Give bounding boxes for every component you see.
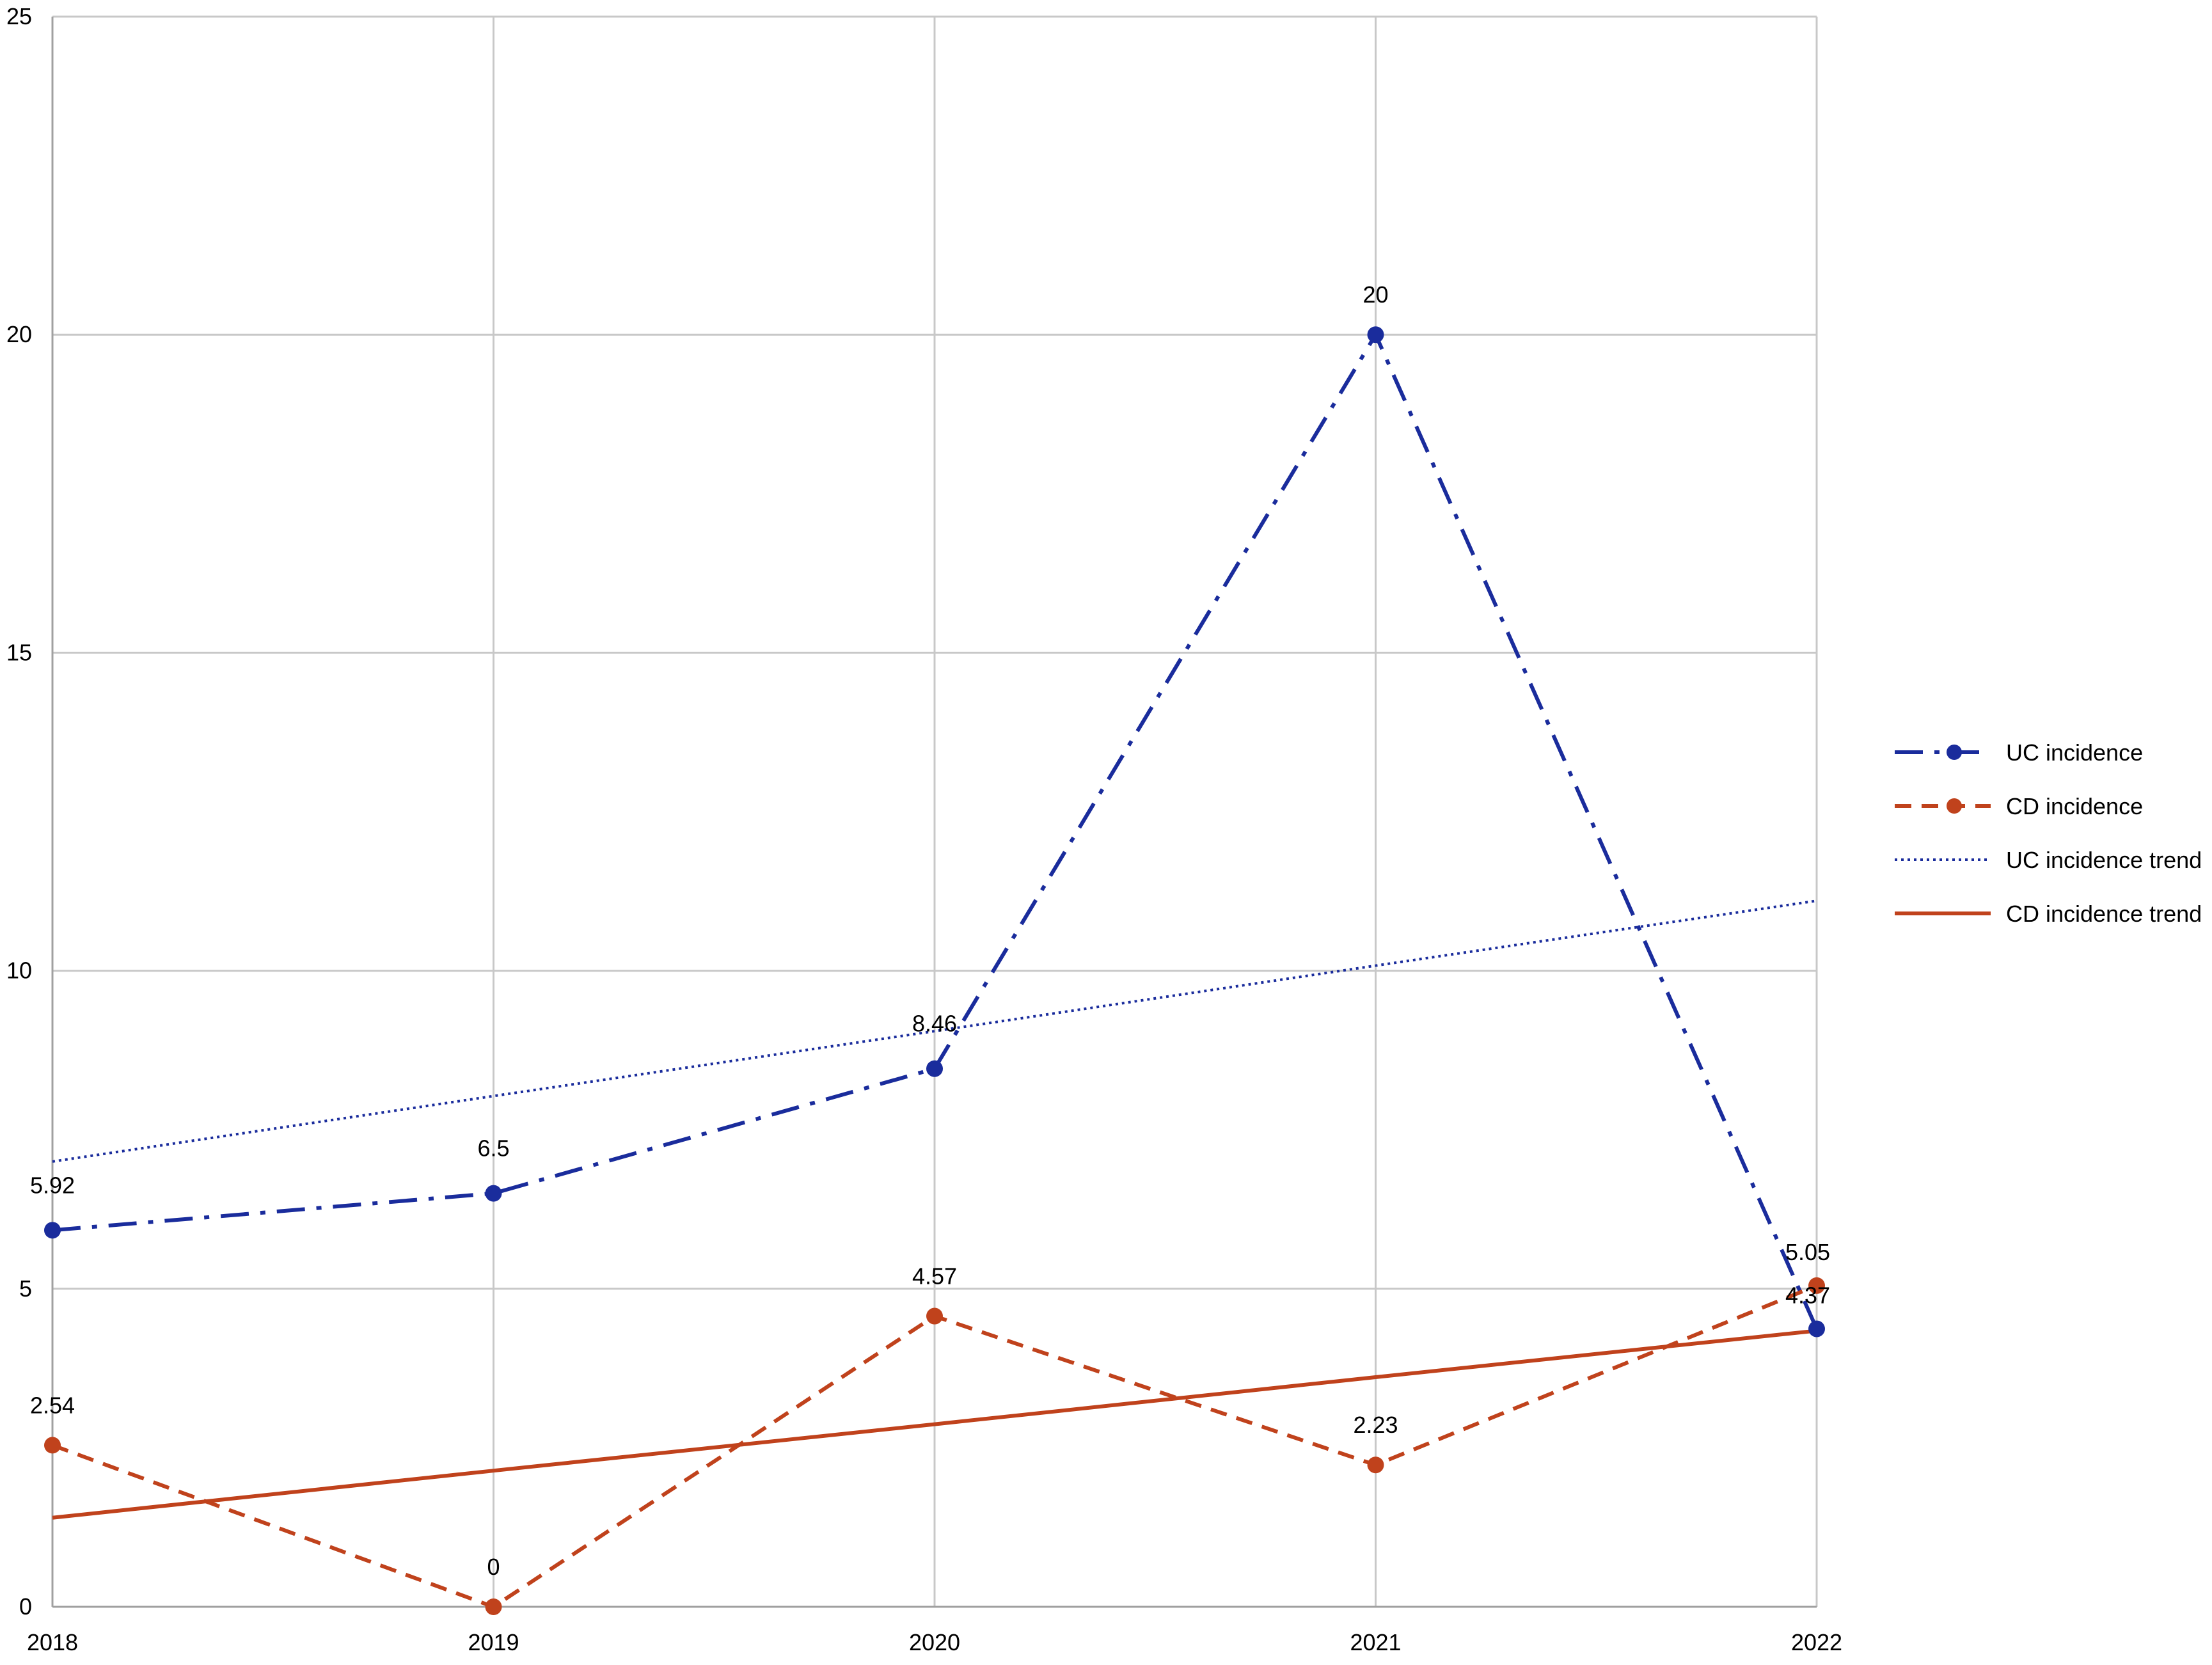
data-label-cd-incidence: 4.57	[912, 1263, 957, 1290]
data-point-uc-incidence	[1808, 1320, 1825, 1338]
data-label-uc-incidence: 8.46	[912, 1011, 957, 1037]
legend-marker-cd-incidence	[1947, 798, 1962, 814]
axes	[51, 17, 1817, 1608]
legend-marker-uc-incidence	[1947, 745, 1962, 760]
data-point-cd-incidence	[1808, 1277, 1825, 1294]
y-tick-label: 0	[19, 1593, 32, 1620]
data-label-uc-incidence: 20	[1363, 281, 1388, 308]
grid	[51, 15, 1818, 1608]
data-point-cd-incidence	[485, 1598, 502, 1615]
legend-label-cd-incidence-trend: CD incidence trend	[2006, 901, 2202, 927]
data-labels: 5.92 6.5 8.46 20 4.37 2.54 0 4.57 2.23 5.05	[30, 281, 1830, 1580]
data-point-uc-incidence	[926, 1060, 943, 1077]
data-label-cd-incidence: 0	[487, 1554, 500, 1580]
data-point-uc-incidence	[1367, 326, 1384, 343]
data-label-cd-incidence: 2.54	[30, 1392, 75, 1418]
data-label-cd-incidence: 5.05	[1785, 1239, 1830, 1265]
x-tick-label: 2020	[909, 1629, 960, 1655]
trendline-uc-incidence-trend	[52, 899, 1817, 1163]
x-tick-label: 2021	[1350, 1629, 1401, 1655]
x-tick-label: 2022	[1791, 1629, 1842, 1655]
data-label-uc-incidence: 6.5	[477, 1135, 509, 1162]
y-tick-label: 15	[6, 639, 32, 665]
y-tick-label: 25	[6, 3, 32, 29]
y-tick-label: 20	[6, 321, 32, 347]
legend: UC incidence CD incidence UC incidence tre…	[1895, 739, 2202, 927]
y-tick-label: 5	[19, 1275, 32, 1302]
legend-label-uc-incidence: UC incidence	[2006, 739, 2143, 766]
data-label-uc-incidence: 5.92	[30, 1172, 75, 1198]
data-point-cd-incidence	[44, 1437, 61, 1454]
legend-label-uc-incidence-trend: UC incidence trend	[2006, 847, 2202, 873]
data-label-uc-incidence: 4.37	[1785, 1282, 1830, 1308]
data-point-uc-incidence	[485, 1185, 502, 1202]
x-axis-ticks: 2018 2019 2020 2021 2022	[27, 1629, 1842, 1655]
data-point-cd-incidence	[1367, 1456, 1384, 1474]
y-tick-label: 10	[6, 958, 32, 984]
series-lines	[44, 326, 1825, 1615]
trendlines	[52, 899, 1817, 1520]
x-tick-label: 2019	[468, 1629, 519, 1655]
data-point-cd-incidence	[926, 1307, 943, 1325]
x-tick-label: 2018	[27, 1629, 78, 1655]
trendline-cd-incidence-trend	[52, 1329, 1817, 1520]
data-point-uc-incidence	[44, 1222, 61, 1239]
data-label-cd-incidence: 2.23	[1353, 1412, 1398, 1438]
y-axis-ticks: 0 5 10 15 20 25	[6, 3, 32, 1620]
legend-label-cd-incidence: CD incidence	[2006, 793, 2143, 819]
